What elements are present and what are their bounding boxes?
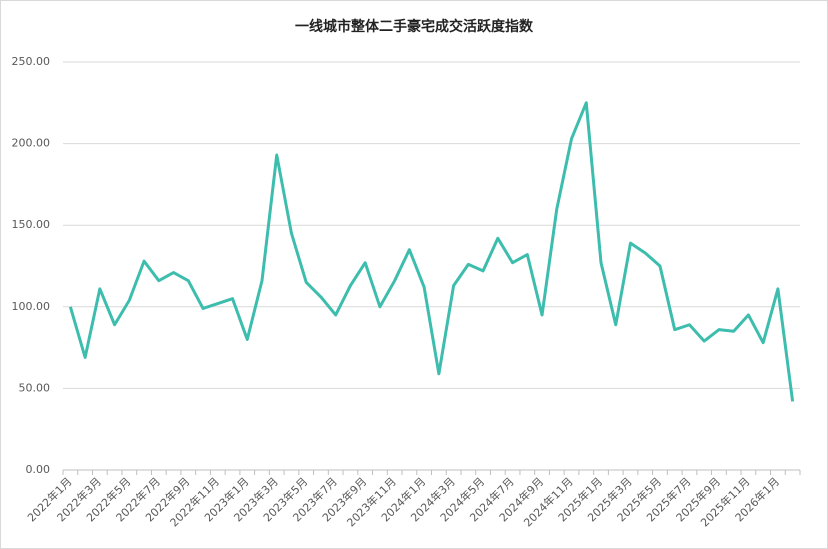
- chart-title: 一线城市整体二手豪宅成交活跃度指数: [295, 18, 534, 35]
- y-tick-label: 0.00: [26, 463, 51, 476]
- data-line: [68, 101, 795, 402]
- y-tick-label: 100.00: [12, 300, 51, 313]
- y-tick-label: 250.00: [12, 55, 51, 68]
- y-tick-label: 150.00: [12, 218, 51, 231]
- y-tick-label: 50.00: [19, 381, 51, 394]
- y-tick-label: 200.00: [12, 137, 51, 150]
